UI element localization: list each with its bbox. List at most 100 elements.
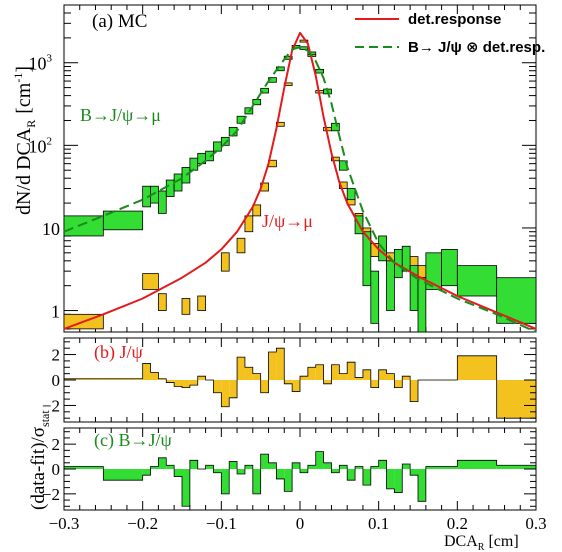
data-box-b-to-jpsi bbox=[157, 190, 167, 214]
residual-b-to-jpsi-bar bbox=[237, 469, 245, 474]
main-panel-label: (a) MC bbox=[92, 11, 147, 32]
residual-jpsi-bar bbox=[284, 380, 293, 384]
data-box-jpsi bbox=[236, 237, 246, 254]
data-box-jpsi bbox=[181, 298, 191, 315]
residual-jpsi-bar bbox=[457, 355, 497, 380]
data-box-b-to-jpsi bbox=[346, 188, 356, 201]
y-tick-label: −2 bbox=[42, 396, 60, 415]
residual-jpsi-bar bbox=[323, 380, 332, 384]
y-tick-label: 103 bbox=[29, 53, 53, 74]
data-box-jpsi bbox=[220, 252, 230, 272]
data-box-jpsi bbox=[157, 293, 167, 311]
legend-label-det-response: det.response bbox=[408, 11, 501, 28]
data-box-b-to-jpsi bbox=[260, 87, 269, 94]
residual-jpsi-bar bbox=[410, 380, 418, 402]
residual-b-to-jpsi-bar bbox=[331, 469, 340, 473]
residual-b-to-jpsi-bar bbox=[205, 465, 214, 469]
data-box-b-to-jpsi bbox=[441, 248, 458, 287]
residual-b-to-jpsi-bar bbox=[268, 462, 277, 469]
x-tick-label: −0.1 bbox=[206, 514, 237, 533]
residual-jpsi-bar bbox=[64, 378, 104, 380]
y-tick-label: 0 bbox=[52, 371, 61, 390]
data-box-b-to-jpsi bbox=[386, 260, 395, 311]
residual-jpsi-outline bbox=[64, 347, 536, 419]
x-tick-label: −0.2 bbox=[127, 514, 158, 533]
residual-b-to-jpsi-bar bbox=[394, 469, 403, 493]
data-box-jpsi bbox=[244, 215, 254, 233]
y-tick-label: 2 bbox=[52, 435, 61, 454]
main-panel-y-tick-labels: 1 10 102 103 bbox=[29, 53, 61, 322]
residual-jpsi-bar bbox=[331, 364, 340, 380]
residual-panel-b-to-jpsi-axis-ticks bbox=[63, 428, 537, 510]
residual-jpsi-bar bbox=[182, 380, 190, 388]
residual-b-to-jpsi-bar bbox=[315, 451, 324, 469]
residual-jpsi-bar bbox=[362, 369, 371, 380]
data-box-jpsi bbox=[197, 295, 207, 311]
x-tick-label: 0 bbox=[296, 514, 305, 533]
residual-b-to-jpsi-bar bbox=[221, 469, 230, 494]
residual-b-to-jpsi-bar bbox=[496, 465, 536, 469]
residual-jpsi-bar bbox=[496, 380, 536, 419]
residual-jpsi-bar bbox=[213, 380, 222, 393]
x-tick-label: 0.1 bbox=[368, 514, 389, 533]
residual-b-to-jpsi-bar bbox=[355, 466, 363, 469]
data-box-b-to-jpsi bbox=[205, 150, 214, 162]
x-tick-label: 0.3 bbox=[525, 514, 546, 533]
residual-b-to-jpsi-bar bbox=[386, 469, 395, 489]
residual-y-axis-label: (data-fit)/σstat bbox=[28, 410, 52, 510]
residual-b-to-jpsi-outline bbox=[64, 451, 536, 507]
residual-b-to-jpsi-bar bbox=[150, 466, 159, 469]
main-panel-data-marks bbox=[63, 39, 537, 333]
residual-jpsi-bar bbox=[315, 364, 324, 380]
residual-panel-jpsi: −2 0 2 (b) J/ψ bbox=[42, 337, 537, 423]
residual-jpsi-bar bbox=[237, 357, 245, 380]
residual-b-to-jpsi-bar bbox=[292, 462, 300, 469]
data-box-jpsi bbox=[142, 273, 159, 290]
residual-b-to-jpsi-bar bbox=[174, 469, 182, 477]
x-tick-label: −0.3 bbox=[49, 514, 80, 533]
residual-jpsi-bar bbox=[300, 376, 308, 380]
residual-b-to-jpsi-bar bbox=[276, 469, 285, 479]
data-box-b-to-jpsi bbox=[456, 265, 498, 297]
residual-jpsi-bar bbox=[355, 377, 363, 380]
residual-b-to-jpsi-bar bbox=[182, 469, 190, 507]
residual-b-to-jpsi-bar bbox=[362, 469, 371, 486]
residual-panel-b-to-jpsi-label: (c) B→J/ψ bbox=[94, 430, 172, 451]
residual-panel-b-to-jpsi-bars bbox=[64, 451, 536, 507]
residual-b-to-jpsi-bar bbox=[284, 469, 293, 492]
residual-b-to-jpsi-bar bbox=[64, 466, 104, 469]
residual-jpsi-bar bbox=[150, 372, 159, 380]
data-box-b-to-jpsi bbox=[331, 122, 340, 132]
residual-jpsi-bar bbox=[402, 376, 411, 380]
data-box-b-to-jpsi bbox=[189, 157, 199, 171]
residual-b-to-jpsi-bar bbox=[425, 466, 458, 469]
residual-b-to-jpsi-bar bbox=[347, 469, 356, 481]
residual-b-to-jpsi-bar bbox=[307, 465, 316, 469]
data-box-b-to-jpsi bbox=[181, 167, 191, 184]
residual-b-to-jpsi-bar bbox=[213, 469, 222, 473]
data-box-jpsi bbox=[252, 204, 262, 217]
main-panel-y-axis-label: dN/d DCAR[cm-1] bbox=[11, 66, 38, 215]
residual-panel-jpsi-y-tick-labels: −2 0 2 bbox=[42, 346, 60, 416]
data-box-b-to-jpsi bbox=[496, 277, 537, 324]
residual-b-to-jpsi-bar bbox=[402, 464, 411, 469]
residual-jpsi-bar bbox=[197, 376, 206, 380]
legend-label-b-to-jpsi: B→ J/ψ ⊗ det.resp. bbox=[408, 39, 545, 56]
main-panel-fit-curves bbox=[63, 31, 537, 333]
residual-jpsi-bar bbox=[221, 380, 230, 407]
residual-jpsi-bar bbox=[174, 380, 182, 387]
residual-jpsi-bar bbox=[276, 348, 285, 380]
residual-panel-b-to-jpsi: −2 0 2 −0.3 −0.2 −0.1 0 0.1 0.2 0.3 (c) B→J/ψ DC… bbox=[42, 427, 547, 552]
residual-b-to-jpsi-bar bbox=[300, 469, 308, 473]
residual-b-to-jpsi-bar bbox=[378, 460, 387, 469]
residual-jpsi-bar bbox=[252, 373, 261, 380]
residual-jpsi-bar bbox=[103, 378, 143, 380]
residual-b-to-jpsi-bar bbox=[244, 465, 253, 469]
y-tick-label: −2 bbox=[42, 485, 60, 504]
residual-jpsi-bar bbox=[339, 373, 348, 380]
residual-jpsi-bar bbox=[307, 367, 316, 380]
legend: det.response B→ J/ψ ⊗ det.resp. bbox=[355, 11, 545, 56]
residual-b-to-jpsi-bar bbox=[323, 462, 332, 469]
y-tick-label: 2 bbox=[52, 346, 61, 365]
